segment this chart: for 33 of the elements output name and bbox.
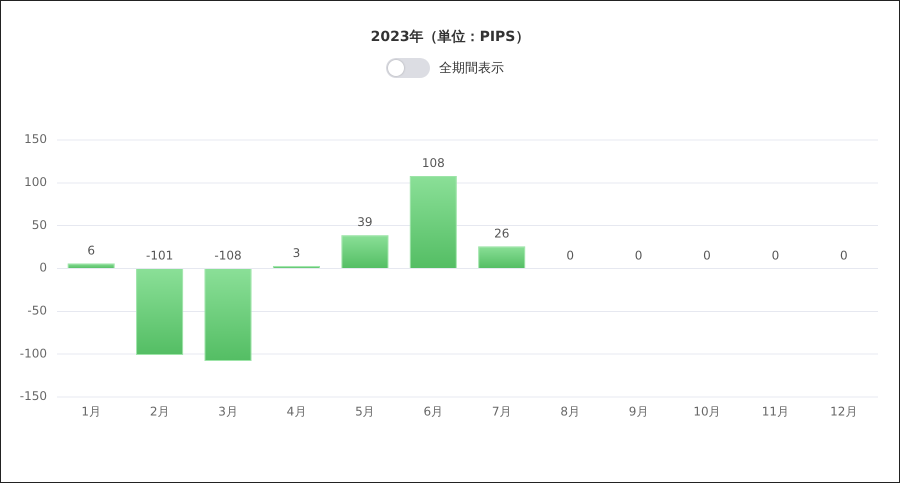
x-tick-label: 9月 [628,404,648,418]
data-label: 108 [422,156,445,170]
x-tick-label: 1月 [81,404,102,418]
data-label: 0 [703,248,711,263]
chart-title: 2023年（単位：PIPS） [370,28,530,46]
x-tick-label: 12月 [830,404,858,418]
data-label: -108 [214,248,242,263]
y-tick-label: 150 [24,132,47,146]
y-tick-label: -50 [27,303,47,318]
x-tick-label: 6月 [423,404,444,418]
data-label: 39 [357,215,373,230]
data-label: 3 [292,246,300,260]
data-label: 0 [772,248,780,263]
x-tick-label: 8月 [560,404,580,418]
data-label: 0 [566,248,574,263]
data-label: 0 [840,248,848,263]
x-tick-label: 10月 [693,404,721,418]
y-tick-label: 0 [39,260,47,275]
data-label: -101 [146,248,174,263]
y-tick-label: -150 [20,389,47,404]
x-tick-label: 11月 [762,404,790,418]
x-tick-label: 5月 [355,404,375,418]
y-tick-label: 100 [24,174,47,189]
x-tick-label: 7月 [492,404,512,418]
y-tick-label: -100 [20,346,47,360]
x-tick-label: 2月 [150,404,170,418]
y-tick-label: 50 [32,218,47,232]
x-tick-label: 4月 [286,404,306,418]
data-label: 6 [87,243,96,258]
x-tick-label: 3月 [218,404,238,418]
text: 全期間表示 [439,60,504,77]
data-label: 26 [494,226,510,240]
data-label: 0 [634,248,642,263]
